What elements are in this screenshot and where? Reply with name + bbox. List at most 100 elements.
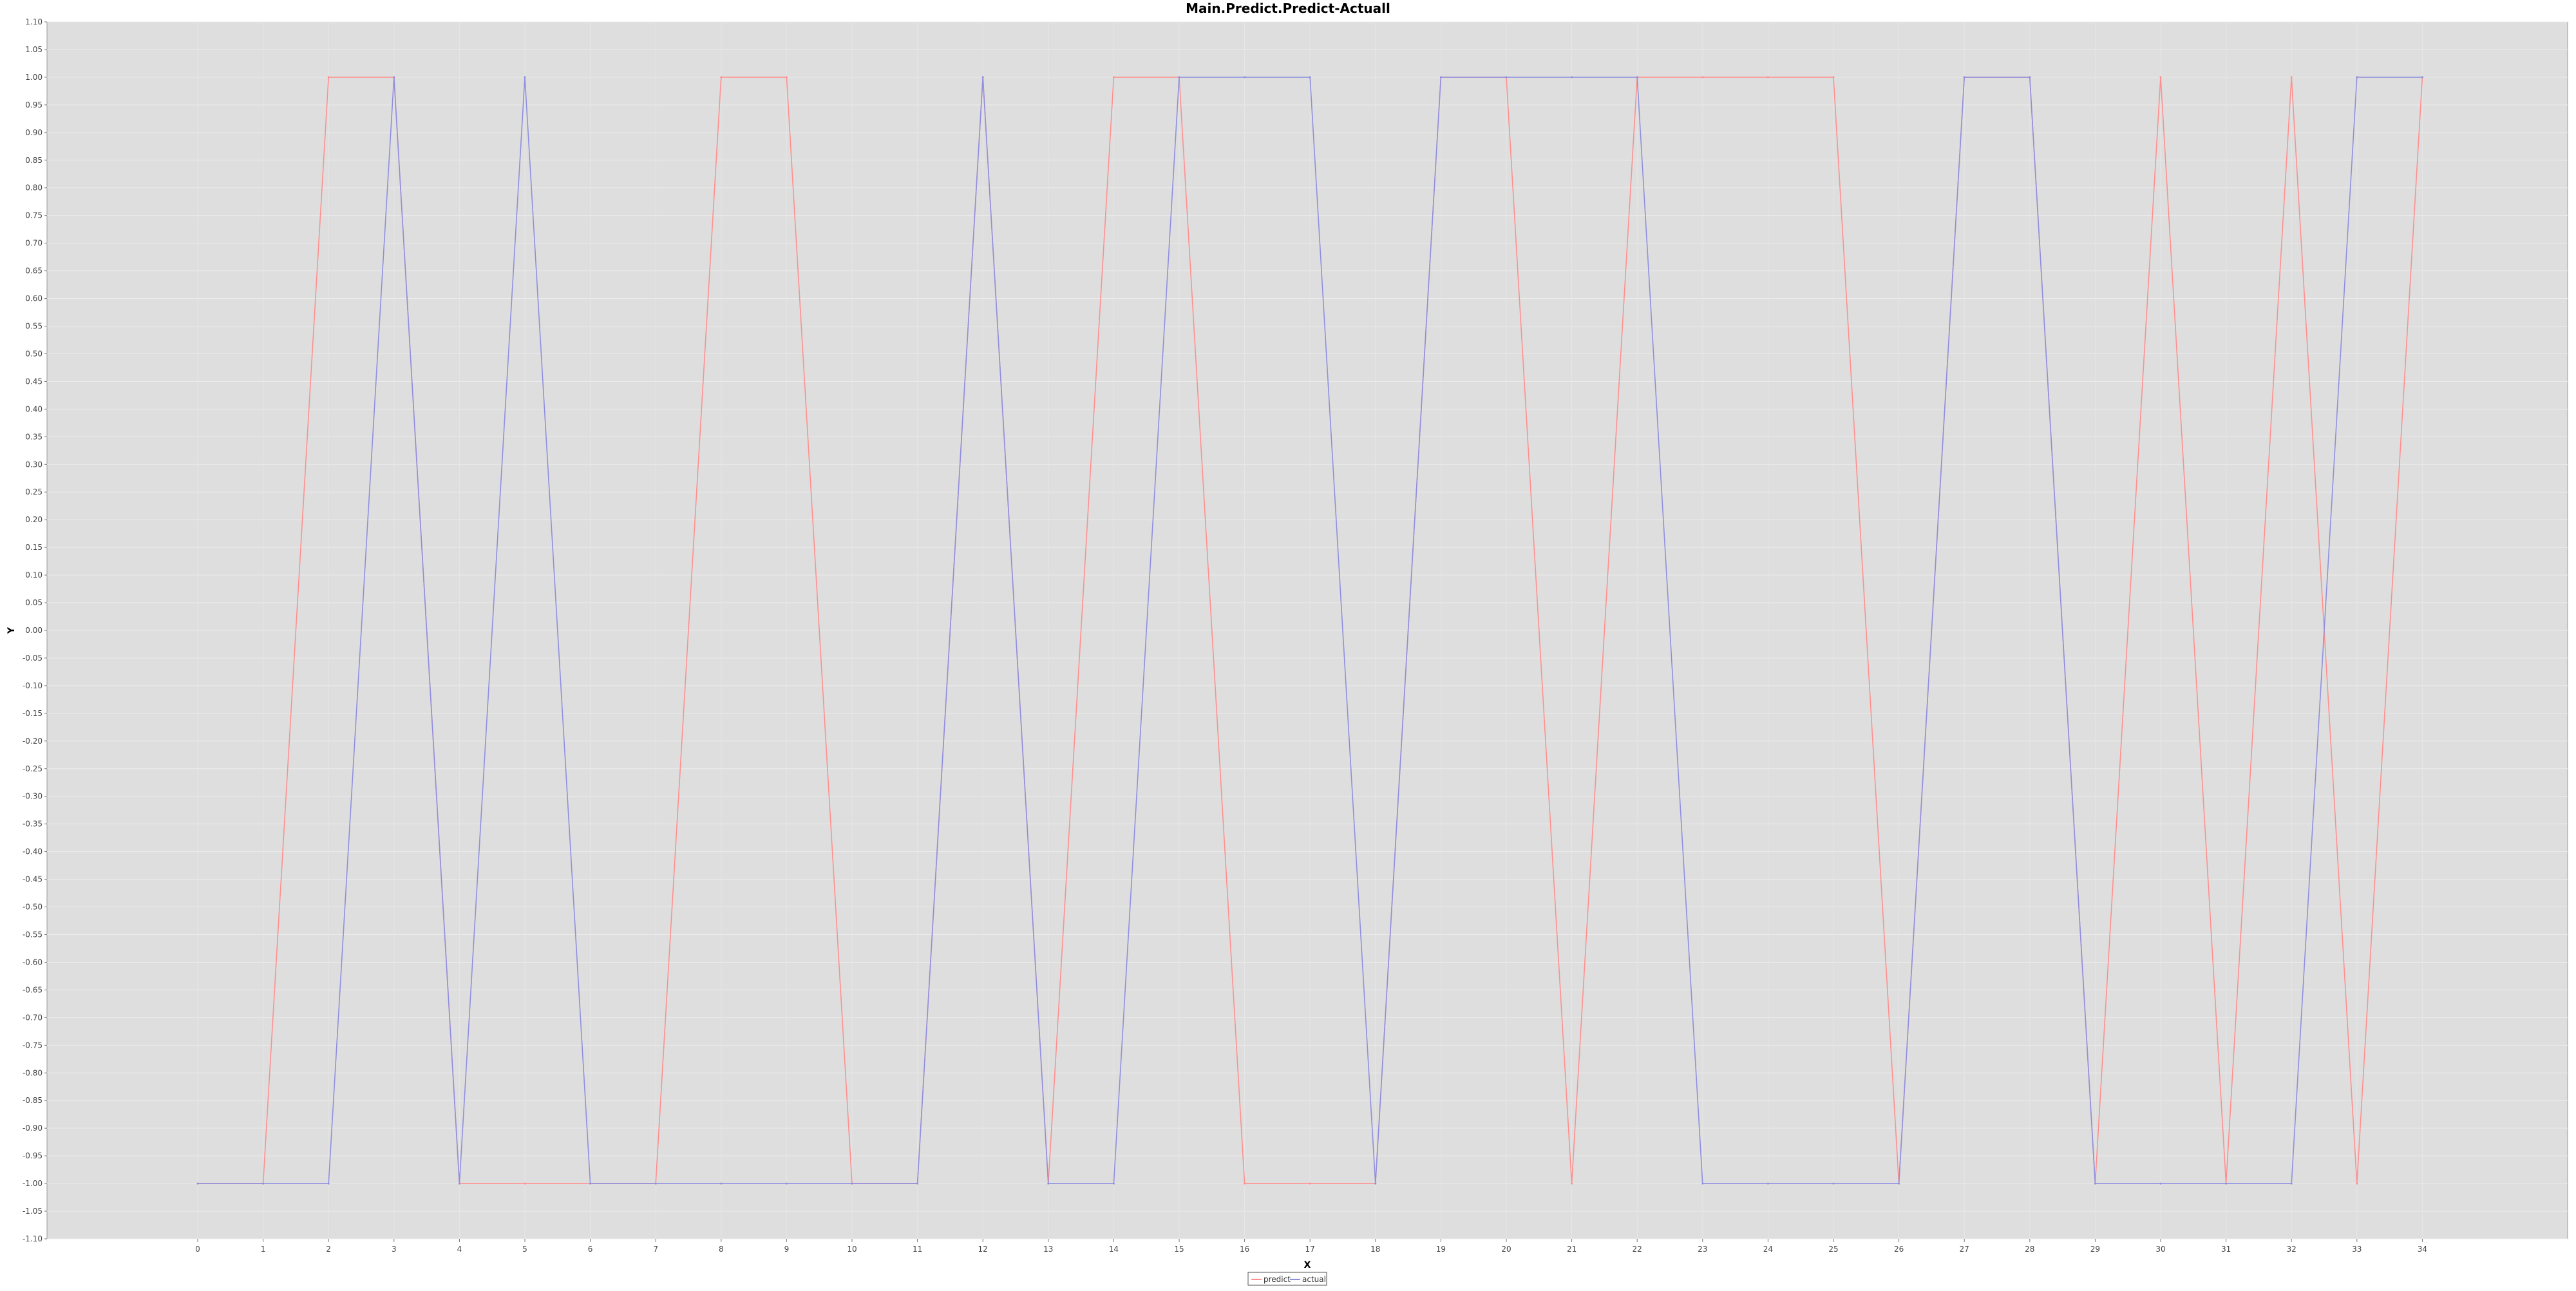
- x-tick-label: 10: [847, 1245, 857, 1254]
- y-tick-label: 0.00: [25, 626, 43, 635]
- y-tick-label: -0.20: [23, 737, 43, 746]
- y-tick-label: -0.45: [23, 875, 43, 884]
- data-point-actual: [654, 1182, 657, 1185]
- y-tick-label: -0.35: [23, 820, 43, 829]
- data-point-predict: [785, 76, 788, 79]
- data-point-actual: [589, 1182, 592, 1185]
- data-point-predict: [2290, 76, 2293, 79]
- data-point-actual: [1374, 1182, 1377, 1185]
- data-point-actual: [851, 1182, 853, 1185]
- y-tick-label: -0.30: [23, 792, 43, 801]
- data-point-predict: [1112, 76, 1115, 79]
- data-point-predict: [327, 76, 330, 79]
- data-point-actual: [1309, 76, 1311, 79]
- y-axis-ticks: -1.10 -1.05 -1.00 -0.95 -0.90 -0.85 -0.80 -0.75…: [23, 17, 47, 1243]
- data-point-predict: [1766, 76, 1769, 79]
- y-tick-label: 0.15: [25, 543, 43, 552]
- legend-box: [1247, 1272, 1327, 1286]
- y-tick-label: 0.25: [25, 487, 43, 496]
- x-tick-label: 14: [1109, 1245, 1119, 1254]
- y-tick-label: 0.50: [25, 349, 43, 358]
- data-point-actual: [2029, 76, 2031, 79]
- y-tick-label: 0.65: [25, 267, 43, 276]
- y-tick-label: -0.85: [23, 1096, 43, 1105]
- data-point-predict: [1832, 76, 1835, 79]
- x-tick-label: 34: [2418, 1245, 2427, 1254]
- data-point-actual: [1636, 76, 1638, 79]
- x-tick-label: 3: [392, 1245, 397, 1254]
- data-point-actual: [916, 1182, 919, 1185]
- x-tick-label: 30: [2155, 1245, 2165, 1254]
- y-tick-label: 0.55: [25, 322, 43, 331]
- grid-lines: [47, 21, 2568, 1239]
- x-tick-label: 31: [2221, 1245, 2231, 1254]
- x-tick-label: 32: [2287, 1245, 2297, 1254]
- y-tick-label: 0.90: [25, 128, 43, 137]
- x-tick-label: 26: [1894, 1245, 1904, 1254]
- data-point-actual: [1505, 76, 1508, 79]
- data-point-actual: [262, 1182, 265, 1185]
- x-tick-label: 29: [2090, 1245, 2100, 1254]
- y-tick-label: -1.05: [23, 1207, 43, 1216]
- y-tick-label: 0.85: [25, 156, 43, 165]
- x-tick-label: 25: [1828, 1245, 1838, 1254]
- y-tick-label: 0.75: [25, 211, 43, 220]
- x-tick-label: 19: [1436, 1245, 1446, 1254]
- y-tick-label: 0.10: [25, 570, 43, 580]
- x-tick-label: 22: [1633, 1245, 1642, 1254]
- data-point-predict: [2159, 76, 2162, 79]
- x-tick-label: 8: [719, 1245, 724, 1254]
- legend-label-actual: actual: [1302, 1275, 1326, 1284]
- data-point-predict: [1571, 1182, 1573, 1185]
- x-tick-label: 6: [588, 1245, 593, 1254]
- data-point-actual: [1178, 76, 1180, 79]
- x-tick-label: 20: [1501, 1245, 1511, 1254]
- legend-label-predict: predict: [1264, 1275, 1291, 1284]
- x-tick-label: 5: [522, 1245, 527, 1254]
- data-point-actual: [1244, 76, 1246, 79]
- y-tick-label: 1.10: [25, 17, 43, 26]
- data-point-actual: [393, 76, 395, 79]
- y-tick-label: -0.60: [23, 957, 43, 966]
- y-tick-label: 0.95: [25, 100, 43, 109]
- legend: predict actual: [1247, 1272, 1327, 1286]
- y-tick-label: 0.45: [25, 377, 43, 386]
- data-point-predict: [1701, 76, 1704, 79]
- y-tick-label: 1.05: [25, 45, 43, 54]
- x-tick-label: 1: [261, 1245, 266, 1254]
- y-tick-label: -0.95: [23, 1151, 43, 1160]
- y-tick-label: -0.90: [23, 1124, 43, 1133]
- x-tick-label: 4: [457, 1245, 462, 1254]
- y-tick-label: -0.15: [23, 709, 43, 718]
- x-tick-label: 27: [1960, 1245, 1969, 1254]
- x-axis-ticks: 0 1 2 3 4 5 6 7 8 9 10 11 12 13 14 15 16 17 18 19 20 21 22 23 24…: [195, 1239, 2427, 1254]
- y-tick-label: -0.40: [23, 847, 43, 856]
- data-point-predict: [2356, 1182, 2358, 1185]
- y-tick-label: 0.70: [25, 239, 43, 248]
- y-tick-label: 0.80: [25, 184, 43, 193]
- x-tick-label: 33: [2352, 1245, 2362, 1254]
- y-tick-label: -0.70: [23, 1013, 43, 1022]
- data-point-actual: [981, 76, 984, 79]
- y-tick-label: 1.00: [25, 73, 43, 82]
- y-tick-label: -0.75: [23, 1041, 43, 1050]
- data-point-actual: [720, 1182, 723, 1185]
- data-point-actual: [1571, 76, 1573, 79]
- x-tick-label: 0: [195, 1245, 200, 1254]
- x-tick-label: 2: [326, 1245, 331, 1254]
- y-tick-label: -0.25: [23, 764, 43, 773]
- data-point-predict: [720, 76, 723, 79]
- x-tick-label: 16: [1240, 1245, 1249, 1254]
- y-tick-label: 0.05: [25, 598, 43, 607]
- y-tick-label: -0.55: [23, 930, 43, 939]
- data-point-actual: [2356, 76, 2358, 79]
- data-point-actual: [1898, 1182, 1900, 1185]
- data-point-actual: [1112, 1182, 1115, 1185]
- x-axis-label: X: [1304, 1260, 1311, 1270]
- y-tick-label: -0.50: [23, 903, 43, 912]
- x-tick-label: 18: [1370, 1245, 1380, 1254]
- data-point-actual: [2225, 1182, 2228, 1185]
- y-tick-label: -0.10: [23, 681, 43, 690]
- x-tick-label: 24: [1763, 1245, 1773, 1254]
